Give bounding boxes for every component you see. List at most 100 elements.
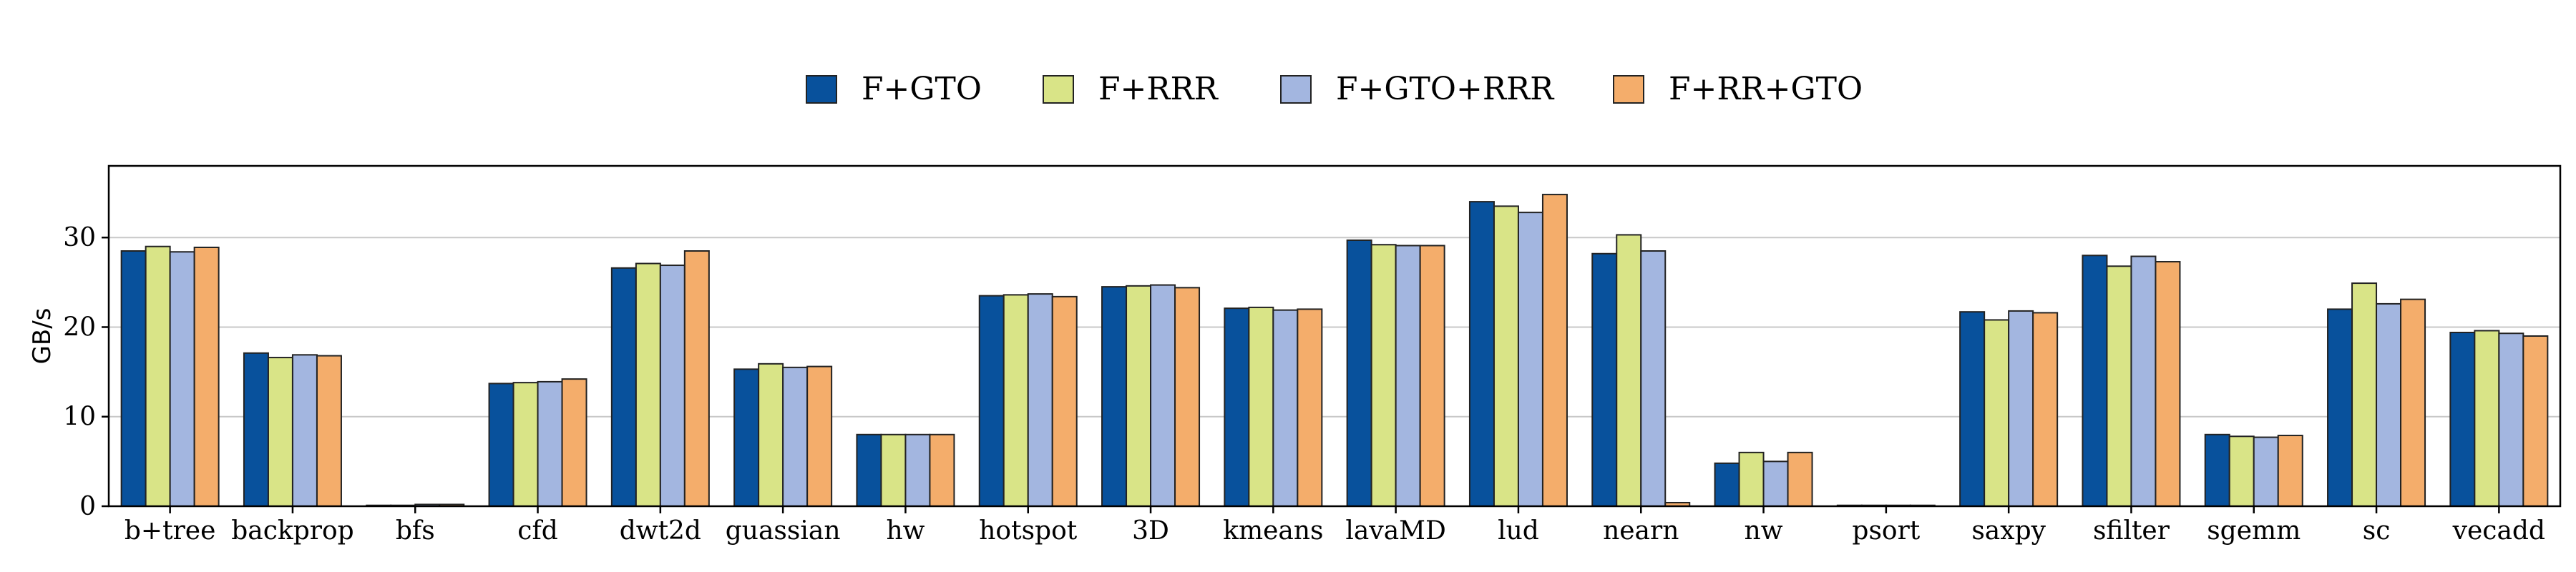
bar [659,265,686,507]
bar [610,267,637,507]
bar-group-cfd [488,378,587,508]
bar [1346,239,1372,507]
bar-group-lud [1468,194,1568,507]
bar [1370,244,1397,507]
x-tick-label: 3D [1132,516,1169,546]
bar [635,262,661,507]
bar [316,355,342,507]
y-tick-label: 0 [79,492,96,521]
legend-label: F+GTO+RRR [1336,71,1555,107]
bar-group-saxpy [1959,310,2059,507]
bar-group-nearn [1591,234,1691,508]
bar [782,366,809,507]
bar [2155,261,2181,507]
bar [1297,308,1323,507]
x-tick-label: guassian [726,516,841,546]
bar [1984,319,2010,507]
bar [2106,265,2132,507]
bar [2400,298,2426,507]
y-axis-label: GB/s [28,308,57,365]
bar [193,246,220,507]
y-tick-label: 30 [63,223,96,252]
y-tick-label: 20 [63,312,96,342]
bar [1027,293,1053,507]
bar [2228,435,2255,507]
legend-swatch [806,75,837,104]
bar [978,295,1005,507]
bar [1395,245,1421,507]
bar [2130,255,2157,507]
bar [488,383,514,507]
bar [2008,310,2034,507]
y-tick-label: 10 [63,403,96,432]
x-tick-label: sfilter [2093,516,2170,546]
bar [1051,295,1078,507]
bar [2253,436,2279,507]
bar [1002,294,1029,507]
x-tick-label: bfs [396,516,435,546]
bar [1591,252,1618,507]
bar [2498,332,2524,507]
bar [1101,286,1128,507]
x-tick-label: hw [886,516,924,546]
x-tick-label: sc [2363,516,2391,546]
legend-swatch [1043,75,1074,104]
x-tick-label: saxpy [1971,516,2046,546]
bar [856,433,882,508]
bar [2351,282,2378,507]
bar [733,368,760,507]
x-tick-label: nw [1745,516,1783,546]
bar [1738,451,1765,507]
bar [1126,285,1152,507]
x-tick-label: vecadd [2452,516,2545,546]
x-tick-label: b+tree [125,516,216,546]
bar [1517,212,1543,507]
y-axis: 0 10 20 30 [63,223,109,521]
bar [1762,460,1789,507]
x-tick-label: cfd [517,516,558,546]
bar [1419,245,1445,507]
x-tick-label: nearn [1603,516,1679,546]
bar-group-sc [2327,282,2426,507]
bar [1248,306,1274,507]
bar [169,251,195,507]
bar [267,357,293,508]
bar-group-hotspot [978,293,1078,507]
bar [120,250,147,507]
bar [904,433,931,508]
bar [1787,451,1813,507]
legend-swatch [1613,75,1644,104]
legend-item: F+RRR [1043,71,1219,107]
bar [1541,194,1568,507]
legend-item: F+RR+GTO [1613,71,1863,107]
bar [291,354,318,507]
bar [2474,330,2500,508]
bar [1468,201,1495,507]
bar [2449,331,2476,507]
bar [2082,255,2108,507]
bar [561,378,587,508]
legend: F+GTO F+RRR F+GTO+RRR F+RR+GTO [806,71,1863,107]
bar-group-guassian [733,363,833,507]
bar [2522,335,2549,507]
bar [2277,435,2303,508]
x-axis: b+tree backprop bfs cfd dwt2d guassian hw hotsp… [125,506,2545,546]
bar [806,365,833,507]
bar-group-sgemm [2204,433,2303,508]
bar [1959,311,1986,507]
bar [758,363,784,507]
legend-item: F+GTO [806,71,982,107]
bar [1224,307,1250,507]
bar [243,352,269,507]
bar [1174,287,1201,507]
x-tick-label: lavaMD [1345,516,1446,546]
x-tick-label: kmeans [1223,516,1323,546]
bars [120,194,2549,508]
x-tick-label: backprop [231,516,353,546]
bar [1493,205,1519,507]
x-tick-label: sgemm [2207,516,2301,546]
x-tick-label: hotspot [979,516,1078,546]
bar [2376,302,2402,507]
bar [537,380,563,507]
bar [1616,234,1642,507]
